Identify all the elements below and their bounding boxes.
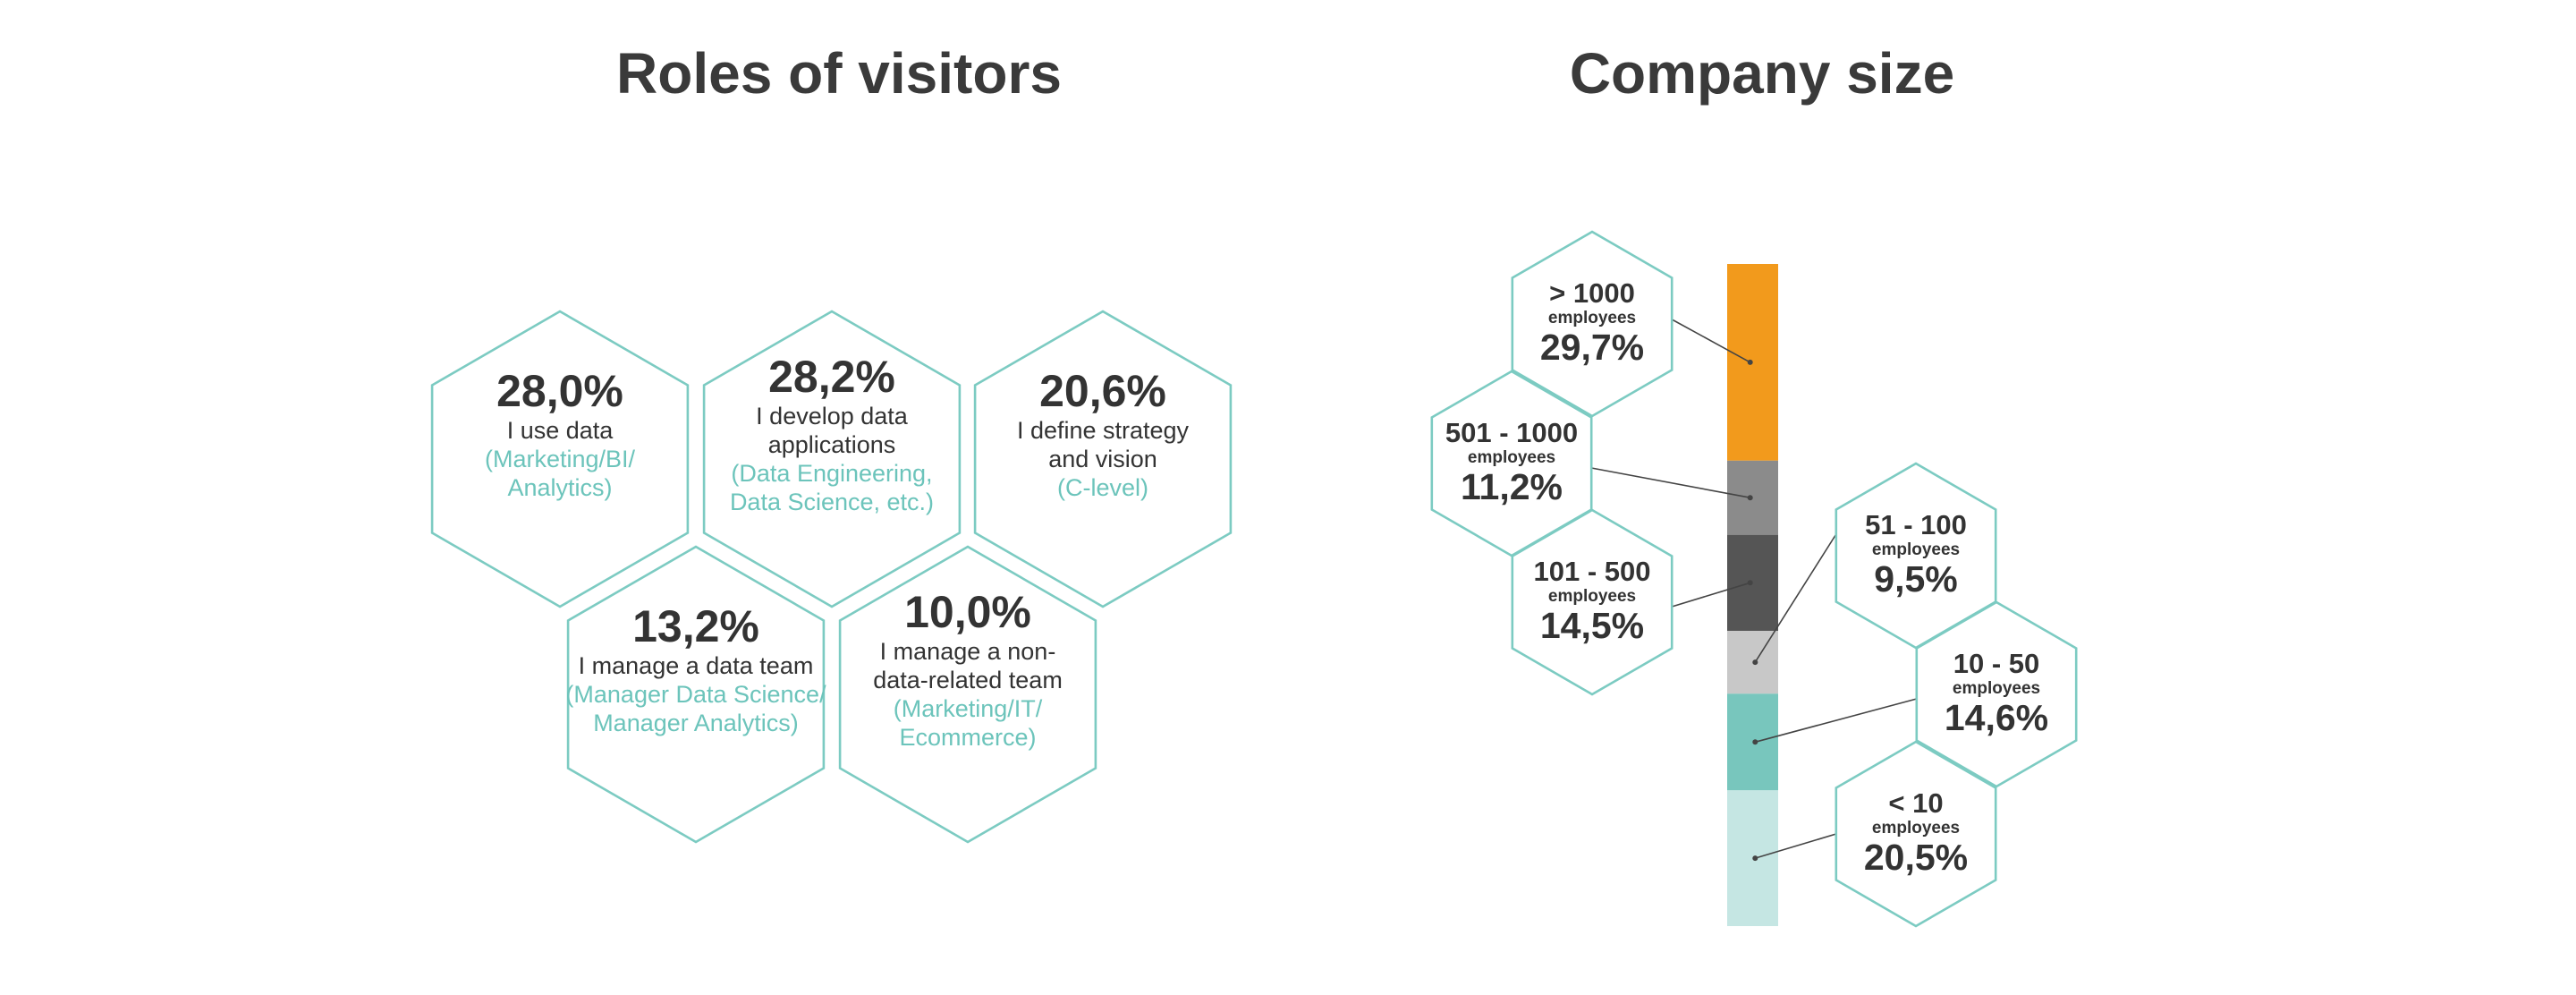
role-percent: 13,2% xyxy=(632,601,759,651)
size-category: 101 - 500 xyxy=(1534,556,1651,587)
role-description: and vision xyxy=(1048,446,1157,472)
role-hexagon: 28,0%I use data(Marketing/BI/Analytics) xyxy=(430,310,690,608)
hexagon-shape xyxy=(1511,508,1674,696)
leader-dot xyxy=(1752,855,1758,862)
role-hexagon: 13,2%I manage a data team(Manager Data S… xyxy=(565,545,826,844)
size-percent: 14,6% xyxy=(1945,697,2048,738)
role-percent: 28,0% xyxy=(496,366,623,416)
role-description: applications xyxy=(768,431,896,458)
hexagon-shape xyxy=(702,310,962,608)
role-subtitle: (Manager Data Science/ xyxy=(565,681,826,708)
role-description: I define strategy xyxy=(1017,417,1190,444)
role-description: I manage a data team xyxy=(579,652,814,679)
leader-dot xyxy=(1752,659,1758,666)
size-unit-label: employees xyxy=(1872,819,1960,838)
roles-title: Roles of visitors xyxy=(616,41,1062,106)
size-percent: 29,7% xyxy=(1540,327,1644,368)
size-unit-label: employees xyxy=(1468,448,1555,467)
role-percent: 28,2% xyxy=(768,352,895,402)
size-percent: 20,5% xyxy=(1864,837,1968,878)
hexagon-shape xyxy=(1915,600,2078,788)
size-unit-label: employees xyxy=(1872,540,1960,559)
size-category: 501 - 1000 xyxy=(1445,417,1578,448)
leader-line xyxy=(1755,698,1918,744)
size-unit-label: employees xyxy=(1548,309,1636,327)
leader-line xyxy=(1671,319,1751,363)
role-description: I manage a non- xyxy=(880,638,1056,665)
role-subtitle: Ecommerce) xyxy=(899,724,1036,751)
role-subtitle: (Marketing/IT/ xyxy=(894,695,1043,722)
role-subtitle: (Marketing/BI/ xyxy=(485,446,636,472)
role-subtitle: Analytics) xyxy=(507,474,612,501)
size-unit-label: employees xyxy=(1953,679,2040,698)
size-category: 10 - 50 xyxy=(1953,648,2040,679)
roles-hexagons: 28,0%I use data(Marketing/BI/Analytics)2… xyxy=(430,310,1233,844)
size-percent: 14,5% xyxy=(1540,605,1644,646)
role-description: I develop data xyxy=(756,403,909,429)
size-category: 51 - 100 xyxy=(1865,509,1967,540)
leader-dot xyxy=(1752,739,1758,745)
leader-line xyxy=(1591,467,1750,498)
leader-dot xyxy=(1747,359,1753,365)
role-description: data-related team xyxy=(873,667,1063,693)
role-percent: 20,6% xyxy=(1039,366,1166,416)
hexagon-shape xyxy=(430,310,690,608)
hexagon-shape xyxy=(566,545,826,844)
role-subtitle: (Data Engineering, xyxy=(731,460,932,487)
hexagon-shape xyxy=(973,310,1233,608)
role-subtitle: Manager Analytics) xyxy=(593,710,799,736)
role-hexagon: 10,0%I manage a non-data-related team(Ma… xyxy=(838,545,1097,844)
leader-line xyxy=(1671,582,1750,608)
role-subtitle: (C-level) xyxy=(1057,474,1148,501)
role-percent: 10,0% xyxy=(904,587,1031,637)
leader-dot xyxy=(1747,580,1753,586)
leader-line xyxy=(1754,533,1837,663)
leader-line xyxy=(1755,833,1837,859)
size-percent: 9,5% xyxy=(1874,558,1957,600)
leader-dot xyxy=(1747,495,1753,501)
role-subtitle: Data Science, etc.) xyxy=(730,489,934,515)
size-unit-label: employees xyxy=(1548,587,1636,606)
size-percent: 11,2% xyxy=(1461,466,1563,507)
hexagon-shape xyxy=(838,545,1097,844)
role-description: I use data xyxy=(507,417,614,444)
size-category: > 1000 xyxy=(1549,277,1635,309)
company-size-title: Company size xyxy=(1570,41,1954,106)
size-category: < 10 xyxy=(1888,787,1943,819)
hexagon-shape xyxy=(1511,230,1674,418)
hexagon-shape xyxy=(1835,740,1997,928)
